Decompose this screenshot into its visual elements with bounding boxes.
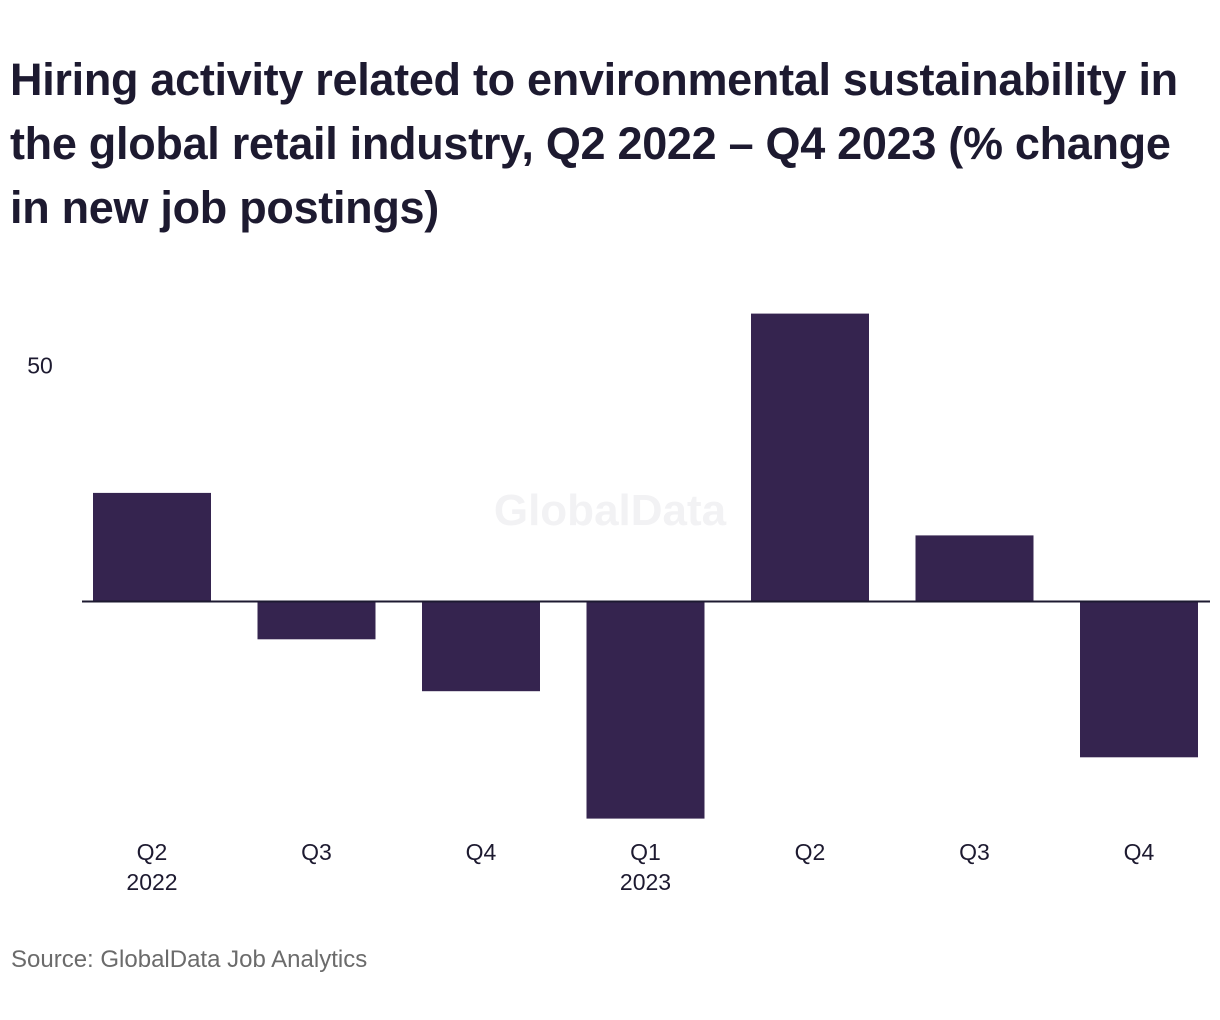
- bars: [93, 313, 1198, 819]
- x-tick-label-1: Q3: [301, 839, 332, 865]
- source-note: Source: GlobalData Job Analytics: [11, 946, 368, 973]
- bar-6: [1080, 601, 1198, 758]
- x-tick-year-3: 2023: [620, 869, 671, 895]
- bar-4: [751, 313, 869, 602]
- y-tick-label-0: 50: [27, 353, 53, 379]
- bar-0: [93, 492, 211, 602]
- x-tick-year-0: 2022: [126, 869, 177, 895]
- chart-title: Hiring activity related to environmental…: [10, 54, 1178, 233]
- x-tick-label-2: Q4: [466, 839, 497, 865]
- watermark-text: GlobalData: [494, 486, 727, 535]
- x-tick-label-6: Q4: [1124, 839, 1155, 865]
- bar-5: [915, 535, 1034, 602]
- bar-2: [422, 601, 540, 692]
- bar-3: [586, 601, 705, 819]
- x-tick-label-3: Q1: [630, 839, 661, 865]
- x-tick-label-0: Q2: [137, 839, 168, 865]
- x-tick-label-4: Q2: [795, 839, 826, 865]
- x-axis-ticks: Q2 2022 Q3 Q4 Q1 2023 Q2 Q3 Q4: [126, 839, 1154, 895]
- bar-1: [257, 601, 376, 640]
- x-tick-label-5: Q3: [959, 839, 990, 865]
- y-axis-ticks: 50: [27, 353, 53, 379]
